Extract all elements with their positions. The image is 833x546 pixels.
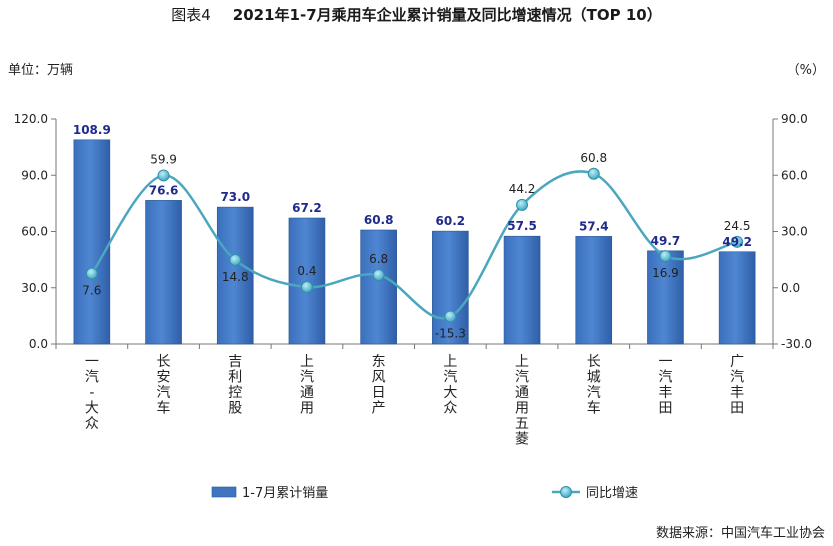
growth-value-label: 59.9: [150, 152, 177, 166]
bar-value-label: 67.2: [292, 201, 322, 215]
bar: [360, 229, 397, 345]
bar-value-label: 49.7: [651, 234, 681, 248]
growth-point: [731, 235, 744, 248]
chart-title: 图表4 2021年1-7月乘用车企业累计销量及同比增速情况（TOP 10）: [0, 4, 833, 25]
right-tick-label: 90.0: [781, 112, 808, 126]
x-tick-label: 上汽通用: [300, 354, 314, 417]
axes: 0.0 30.0 60.0 90.0 120.0 -30.0 0.0 30.0 60.0 90.0…: [14, 112, 812, 448]
growth-point: [372, 269, 385, 281]
legend-line-label: 同比增速: [586, 486, 638, 501]
x-tick-label: 一汽-大众: [85, 354, 99, 432]
figure-number: 图表4: [171, 6, 211, 24]
bar: [718, 251, 756, 345]
growth-value-label: 60.8: [580, 151, 607, 165]
growth-point: [157, 169, 170, 182]
bar-value-label: 73.0: [220, 190, 250, 204]
right-axis-unit: （%）: [786, 63, 825, 78]
bar: [432, 230, 469, 345]
legend-bar-swatch: [211, 486, 237, 498]
right-tick-label: 0.0: [781, 281, 800, 295]
growth-value-label: 24.5: [724, 219, 751, 233]
growth-line: [90, 170, 738, 320]
bar: [647, 250, 684, 345]
x-tick-label: 吉利控股: [228, 354, 242, 417]
growth-value-label: -15.3: [435, 326, 466, 340]
bar: [216, 206, 254, 345]
legend: 1-7月累计销量 同比增速: [211, 486, 638, 501]
bar: [503, 235, 541, 345]
bar-series: [73, 139, 756, 345]
left-tick-label: 120.0: [14, 112, 48, 126]
growth-point: [659, 250, 672, 263]
data-source: 数据来源：中国汽车工业协会: [655, 526, 825, 541]
bar: [145, 200, 182, 345]
left-tick-label: 30.0: [21, 281, 48, 295]
legend-line-marker: [560, 486, 572, 498]
growth-value-label: 44.2: [509, 182, 536, 196]
bar-value-label: 49.2: [722, 235, 752, 249]
x-tick-label: 上汽大众: [443, 354, 457, 417]
bar-value-label: 57.5: [507, 219, 537, 233]
x-tick-label: 广汽丰田: [730, 354, 744, 417]
x-tick-label: 一汽丰田: [658, 354, 672, 417]
bar-value-label: 60.8: [364, 213, 394, 227]
bar: [73, 139, 111, 345]
bar-value-label: 76.6: [149, 183, 179, 197]
right-tick-label: 30.0: [781, 225, 808, 239]
right-tick-label: -30.0: [781, 337, 812, 351]
left-tick-label: 90.0: [21, 168, 48, 182]
x-tick-label: 长安汽车: [157, 354, 171, 417]
growth-point: [516, 198, 529, 211]
data-labels: 108.9 76.6 73.0 67.2 60.8 60.2 57.5 57.4 49.7 49.…: [73, 123, 752, 341]
growth-point: [85, 267, 98, 280]
legend-bar-label: 1-7月累计销量: [242, 486, 328, 501]
bar-value-label: 57.4: [579, 219, 609, 233]
growth-value-label: 14.8: [222, 270, 249, 284]
left-tick-label: 60.0: [21, 225, 48, 239]
x-tick-label: 上汽通用五菱: [515, 354, 529, 448]
x-tick-label: 东风日产: [372, 354, 386, 417]
left-tick-label: 0.0: [29, 337, 48, 351]
growth-value-label: 16.9: [652, 266, 679, 280]
x-tick-label: 长城汽车: [587, 354, 601, 417]
growth-value-label: 0.4: [297, 264, 316, 278]
bar-value-label: 108.9: [73, 123, 111, 137]
growth-point: [300, 281, 313, 293]
bar-value-label: 60.2: [436, 214, 466, 228]
growth-point: [229, 254, 242, 266]
bar: [575, 236, 613, 345]
growth-value-label: 7.6: [82, 284, 101, 298]
growth-point: [587, 167, 600, 180]
growth-value-label: 6.8: [369, 252, 388, 266]
right-tick-label: 60.0: [781, 168, 808, 182]
chart-title-text: 2021年1-7月乘用车企业累计销量及同比增速情况（TOP 10）: [232, 6, 662, 24]
line-series: [85, 167, 744, 323]
left-axis-unit: 单位：万辆: [8, 63, 74, 78]
growth-point: [444, 310, 457, 323]
